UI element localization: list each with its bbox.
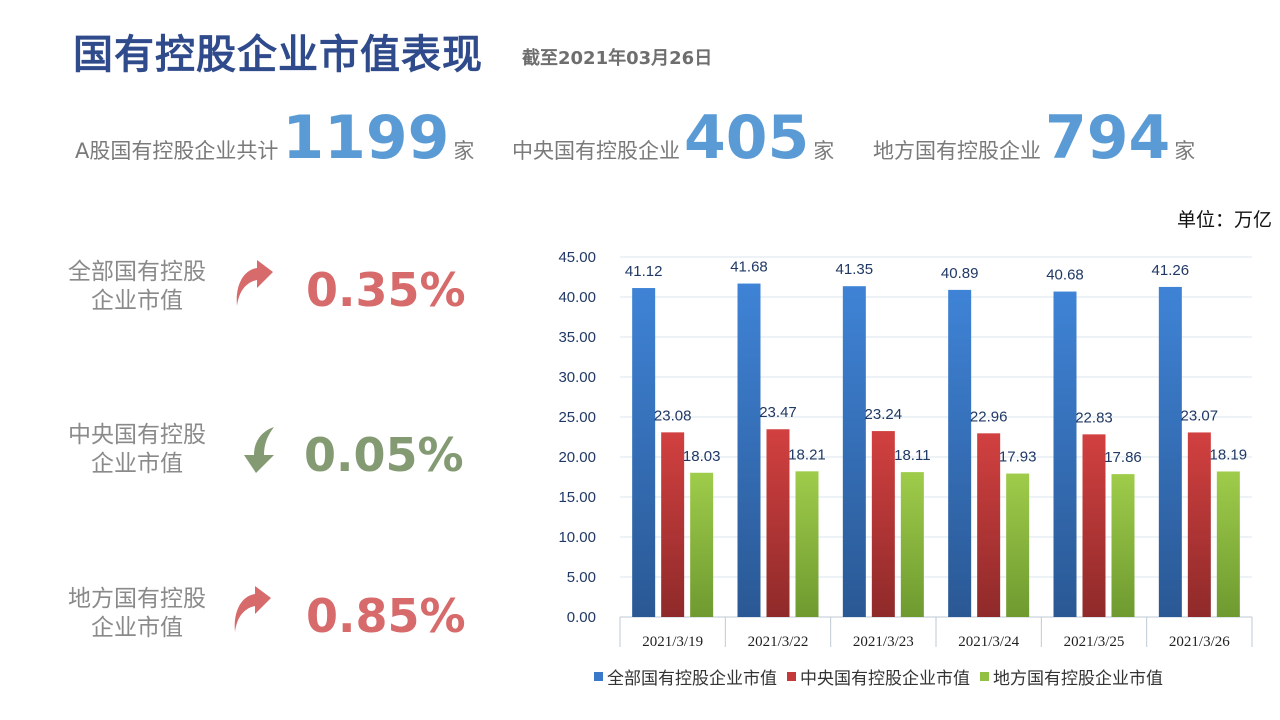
y-tick-label: 0.00 (567, 609, 596, 626)
bar-total (632, 288, 656, 617)
chart-legend: 全部国有控股企业市值 中央国有控股企业市值 地方国有控股企业市值 (594, 664, 1163, 689)
data-label: 22.83 (1075, 409, 1113, 426)
bar-central (661, 432, 685, 617)
metric-local-label-line2: 企业市值 (91, 615, 183, 641)
market-value-chart: 0.00 5.00 10.00 15.00 20.00 25.00 30.00 35.00 40… (558, 249, 1253, 650)
metric-total-label-line1: 全部国有控股 (68, 259, 206, 285)
bar-local (1216, 471, 1240, 617)
metric-central-label: 中央国有控股 企业市值 (52, 421, 222, 479)
legend-item-central: 中央国有控股企业市值 (787, 664, 970, 689)
bar-local (1006, 473, 1030, 617)
data-label: 17.93 (999, 449, 1037, 466)
data-label: 41.12 (625, 263, 663, 280)
bar-central (977, 433, 1001, 617)
stat-local-value: 794 (1045, 103, 1171, 173)
stat-total-value: 1199 (282, 103, 450, 173)
stat-local-unit: 家 (1174, 139, 1196, 163)
bar-local (1111, 474, 1135, 617)
page-title: 国有控股企业市值表现 (73, 32, 483, 78)
data-label: 17.86 (1104, 449, 1142, 466)
metric-total-value: 0.35% (306, 263, 466, 317)
stat-central-value: 405 (684, 103, 810, 173)
y-tick-label: 5.00 (567, 569, 596, 586)
stat-local: 地方国有控股企业 794 家 (873, 108, 1195, 168)
metric-central-label-line1: 中央国有控股 (68, 422, 206, 448)
data-label: 18.03 (683, 448, 721, 465)
data-label: 18.19 (1210, 446, 1248, 463)
stat-central: 中央国有控股企业 405 家 (512, 108, 834, 168)
bar-total (1158, 286, 1182, 617)
metric-central-value: 0.05% (304, 428, 464, 482)
arrow-up-icon (236, 260, 273, 306)
stat-local-label: 地方国有控股企业 (873, 139, 1041, 163)
bar-local (900, 472, 924, 617)
bar-local (690, 472, 714, 617)
y-tick-label: 15.00 (558, 489, 596, 506)
bar-total (1053, 291, 1077, 617)
bar-local (795, 471, 819, 617)
x-tick-label: 2021/3/22 (748, 634, 809, 650)
bar-central (871, 431, 895, 617)
data-label: 23.08 (654, 407, 692, 424)
stat-central-label: 中央国有控股企业 (512, 139, 680, 163)
data-label: 18.21 (788, 446, 826, 463)
data-label: 40.89 (941, 265, 979, 282)
legend-swatch-total (594, 672, 603, 681)
metric-total-label: 全部国有控股 企业市值 (52, 258, 222, 316)
legend-item-local: 地方国有控股企业市值 (980, 664, 1163, 689)
metric-local-value: 0.85% (306, 589, 466, 643)
metric-local-label: 地方国有控股 企业市值 (52, 585, 222, 643)
bar-central (1187, 432, 1211, 617)
x-tick-label: 2021/3/24 (958, 634, 1019, 650)
data-label: 41.35 (836, 261, 874, 278)
x-tick-label: 2021/3/25 (1064, 634, 1125, 650)
stat-central-unit: 家 (813, 139, 835, 163)
y-tick-label: 10.00 (558, 529, 596, 546)
data-label: 23.07 (1181, 407, 1219, 424)
as-of-date: 截至2021年03月26日 (522, 48, 713, 69)
x-tick-label: 2021/3/23 (853, 634, 914, 650)
stat-total-label: A股国有控股企业共计 (75, 139, 279, 163)
legend-swatch-local (980, 672, 989, 681)
legend-item-total: 全部国有控股企业市值 (594, 664, 777, 689)
data-label: 23.47 (759, 404, 797, 421)
y-tick-label: 30.00 (558, 369, 596, 386)
y-tick-label: 25.00 (558, 409, 596, 426)
stat-total: A股国有控股企业共计 1199 家 (75, 108, 474, 168)
bar-total (948, 289, 972, 617)
legend-label-total: 全部国有控股企业市值 (607, 669, 777, 689)
metric-local-label-line1: 地方国有控股 (68, 586, 206, 612)
data-label: 18.11 (894, 447, 930, 464)
legend-swatch-central (787, 672, 796, 681)
bar-total (842, 286, 866, 617)
bar-total (737, 283, 761, 617)
metric-total-label-line2: 企业市值 (91, 288, 183, 314)
metric-central-label-line2: 企业市值 (91, 451, 183, 477)
stat-total-unit: 家 (453, 139, 475, 163)
y-tick-label: 40.00 (558, 289, 596, 306)
x-tick-label: 2021/3/19 (642, 634, 703, 650)
arrow-down-icon (244, 427, 274, 473)
bar-central (1082, 434, 1106, 617)
data-label: 41.26 (1152, 262, 1190, 279)
data-label: 40.68 (1046, 267, 1084, 284)
y-tick-label: 45.00 (558, 249, 596, 266)
y-tick-label: 20.00 (558, 449, 596, 466)
unit-label: 单位：万亿 (1176, 209, 1272, 231)
data-label: 23.24 (865, 406, 903, 423)
y-tick-label: 35.00 (558, 329, 596, 346)
legend-label-local: 地方国有控股企业市值 (993, 669, 1163, 689)
data-label: 41.68 (730, 259, 768, 276)
arrow-up-icon (234, 586, 271, 632)
bar-central (766, 429, 790, 617)
legend-label-central: 中央国有控股企业市值 (800, 669, 970, 689)
x-tick-label: 2021/3/26 (1169, 634, 1230, 650)
data-label: 22.96 (970, 408, 1008, 425)
